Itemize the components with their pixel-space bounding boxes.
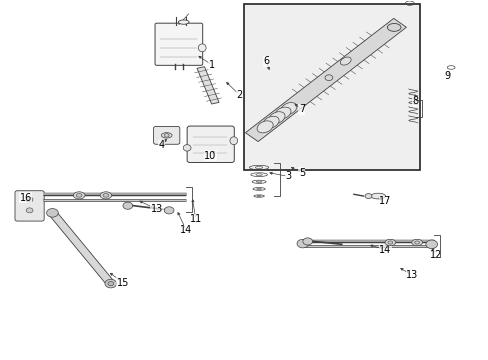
Ellipse shape: [164, 134, 169, 137]
Text: 11: 11: [189, 214, 202, 224]
FancyBboxPatch shape: [153, 126, 180, 144]
Text: 16: 16: [20, 193, 32, 203]
Text: 14: 14: [379, 245, 391, 255]
Ellipse shape: [268, 112, 285, 124]
Ellipse shape: [73, 192, 85, 199]
Bar: [243, 4, 419, 170]
Text: 13: 13: [406, 270, 418, 280]
Ellipse shape: [103, 194, 109, 197]
Text: 6: 6: [263, 56, 269, 66]
Ellipse shape: [183, 145, 191, 151]
Text: 12: 12: [429, 250, 442, 260]
Ellipse shape: [384, 239, 395, 246]
Text: 5: 5: [298, 168, 305, 178]
Ellipse shape: [340, 57, 350, 65]
Text: 2: 2: [236, 90, 242, 100]
Ellipse shape: [370, 193, 385, 199]
Circle shape: [122, 202, 132, 209]
Circle shape: [26, 208, 33, 213]
Ellipse shape: [386, 23, 400, 31]
Text: 3: 3: [285, 171, 291, 181]
Ellipse shape: [263, 116, 279, 128]
Text: 17: 17: [379, 197, 391, 206]
Text: 9: 9: [444, 71, 450, 81]
Ellipse shape: [100, 192, 112, 199]
Ellipse shape: [274, 107, 290, 119]
Circle shape: [105, 279, 116, 288]
Ellipse shape: [411, 239, 422, 246]
Ellipse shape: [76, 194, 82, 197]
Text: 13: 13: [150, 204, 163, 214]
Circle shape: [26, 197, 33, 202]
Text: 10: 10: [204, 151, 216, 161]
Polygon shape: [49, 211, 114, 285]
FancyBboxPatch shape: [187, 126, 234, 162]
Ellipse shape: [365, 194, 371, 199]
Ellipse shape: [257, 121, 273, 133]
Ellipse shape: [198, 44, 205, 52]
Text: 8: 8: [412, 96, 418, 107]
Ellipse shape: [387, 241, 392, 244]
Polygon shape: [245, 18, 406, 141]
FancyBboxPatch shape: [155, 23, 202, 65]
FancyBboxPatch shape: [15, 191, 44, 221]
Circle shape: [46, 208, 58, 217]
Text: 15: 15: [117, 278, 129, 288]
Ellipse shape: [414, 241, 419, 244]
Ellipse shape: [280, 103, 296, 114]
Text: 14: 14: [180, 225, 192, 235]
Circle shape: [296, 239, 308, 248]
Circle shape: [425, 240, 437, 249]
Text: 1: 1: [208, 60, 215, 70]
Ellipse shape: [161, 133, 172, 138]
Circle shape: [302, 238, 312, 245]
Circle shape: [108, 282, 114, 286]
Polygon shape: [197, 67, 219, 104]
Ellipse shape: [229, 137, 237, 145]
Text: 4: 4: [159, 140, 164, 150]
Ellipse shape: [178, 20, 189, 24]
Text: 7: 7: [298, 104, 305, 114]
Circle shape: [164, 207, 174, 214]
